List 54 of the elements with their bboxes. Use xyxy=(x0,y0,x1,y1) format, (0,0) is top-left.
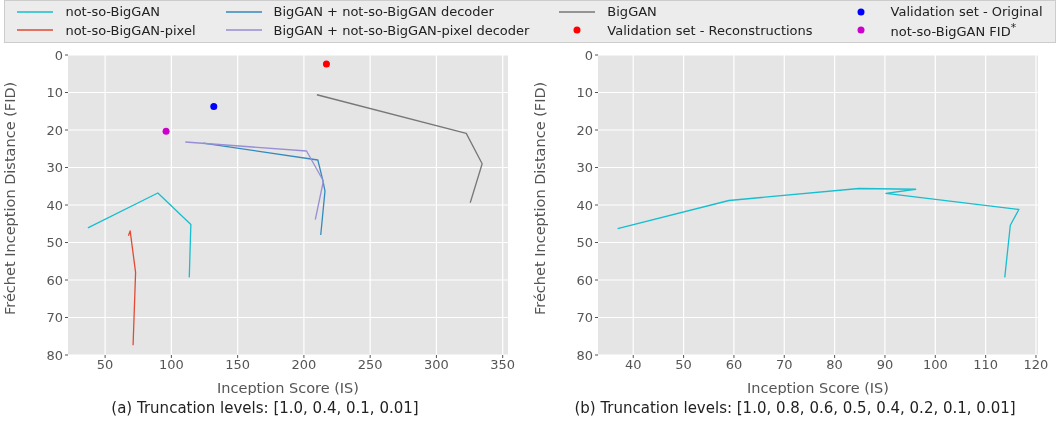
x-tick-label: 110 xyxy=(973,357,999,373)
y-tick-label: 60 xyxy=(46,272,63,288)
y-tick-label: 30 xyxy=(576,160,593,176)
text: (a) Truncation levels: [1.0, 0.4, 0.1, 0.01] xyxy=(111,399,419,418)
y-tick-label: 70 xyxy=(576,310,593,326)
line-series xyxy=(87,192,192,279)
legend-label: BigGAN xyxy=(607,4,657,19)
x-tick-label: 40 xyxy=(624,357,642,373)
x-tick-label: 120 xyxy=(1023,357,1049,373)
x-tick-label: 80 xyxy=(826,357,843,373)
x-tick-label: 90 xyxy=(876,357,894,373)
y-tick-label: 20 xyxy=(46,122,63,138)
line-series xyxy=(184,141,325,221)
y-tick-label: 0 xyxy=(584,47,593,63)
y-tick-label: 50 xyxy=(576,235,593,251)
x-tick-label: 50 xyxy=(675,357,692,373)
y-tick-label: 20 xyxy=(576,122,593,138)
x-tick-label: 50 xyxy=(96,357,114,373)
x-tick-label: 100 xyxy=(922,357,948,373)
point xyxy=(210,103,218,111)
legend-label: not-so-BigGAN xyxy=(65,4,161,19)
line-series xyxy=(316,94,483,204)
x-tick-label: 250 xyxy=(357,357,383,373)
y-tick-label: 10 xyxy=(46,85,63,101)
y-tick-label: 80 xyxy=(46,347,63,363)
y-tick-label: 30 xyxy=(46,160,63,176)
legend-label: Validation set - Reconstructions xyxy=(607,22,813,38)
y-axis-title: Fréchet Inception Distance (FID) xyxy=(532,82,549,316)
x-tick-label: 150 xyxy=(225,357,251,373)
text: (b) Truncation levels: [1.0, 0.8, 0.6, 0.5, 0.4, 0.2, 0.1, 0.01] xyxy=(574,399,1016,418)
legend-label: not-so-BigGAN-pixel xyxy=(65,22,196,38)
point xyxy=(322,60,330,68)
x-tick-label: 300 xyxy=(424,357,449,373)
x-tick-label: 350 xyxy=(490,357,516,373)
legend-label: BigGAN + not-so-BigGAN decoder xyxy=(273,4,494,19)
y-tick-label: 80 xyxy=(576,347,593,363)
point xyxy=(162,127,170,135)
y-tick-label: 40 xyxy=(576,197,593,213)
x-tick-label: 100 xyxy=(158,357,184,373)
line-series xyxy=(127,230,137,347)
legend-label: Validation set - Original xyxy=(890,4,1043,19)
y-tick-label: 50 xyxy=(46,235,63,251)
y-tick-label: 10 xyxy=(576,85,593,101)
y-tick-label: 40 xyxy=(46,197,63,213)
x-tick-label: 200 xyxy=(291,357,317,373)
y-tick-label: 70 xyxy=(46,310,63,326)
y-axis-title: Fréchet Inception Distance (FID) xyxy=(2,82,19,316)
legend-label: not-so-BigGAN FID$^{*}$ xyxy=(890,21,1017,40)
y-tick-label: 60 xyxy=(576,272,593,288)
y-tick-label: 0 xyxy=(54,47,63,63)
legend-label: BigGAN + not-so-BigGAN-pixel decoder xyxy=(273,22,530,38)
x-tick-label: 60 xyxy=(725,357,743,373)
line-series xyxy=(616,188,1020,279)
x-tick-label: 70 xyxy=(776,357,793,373)
